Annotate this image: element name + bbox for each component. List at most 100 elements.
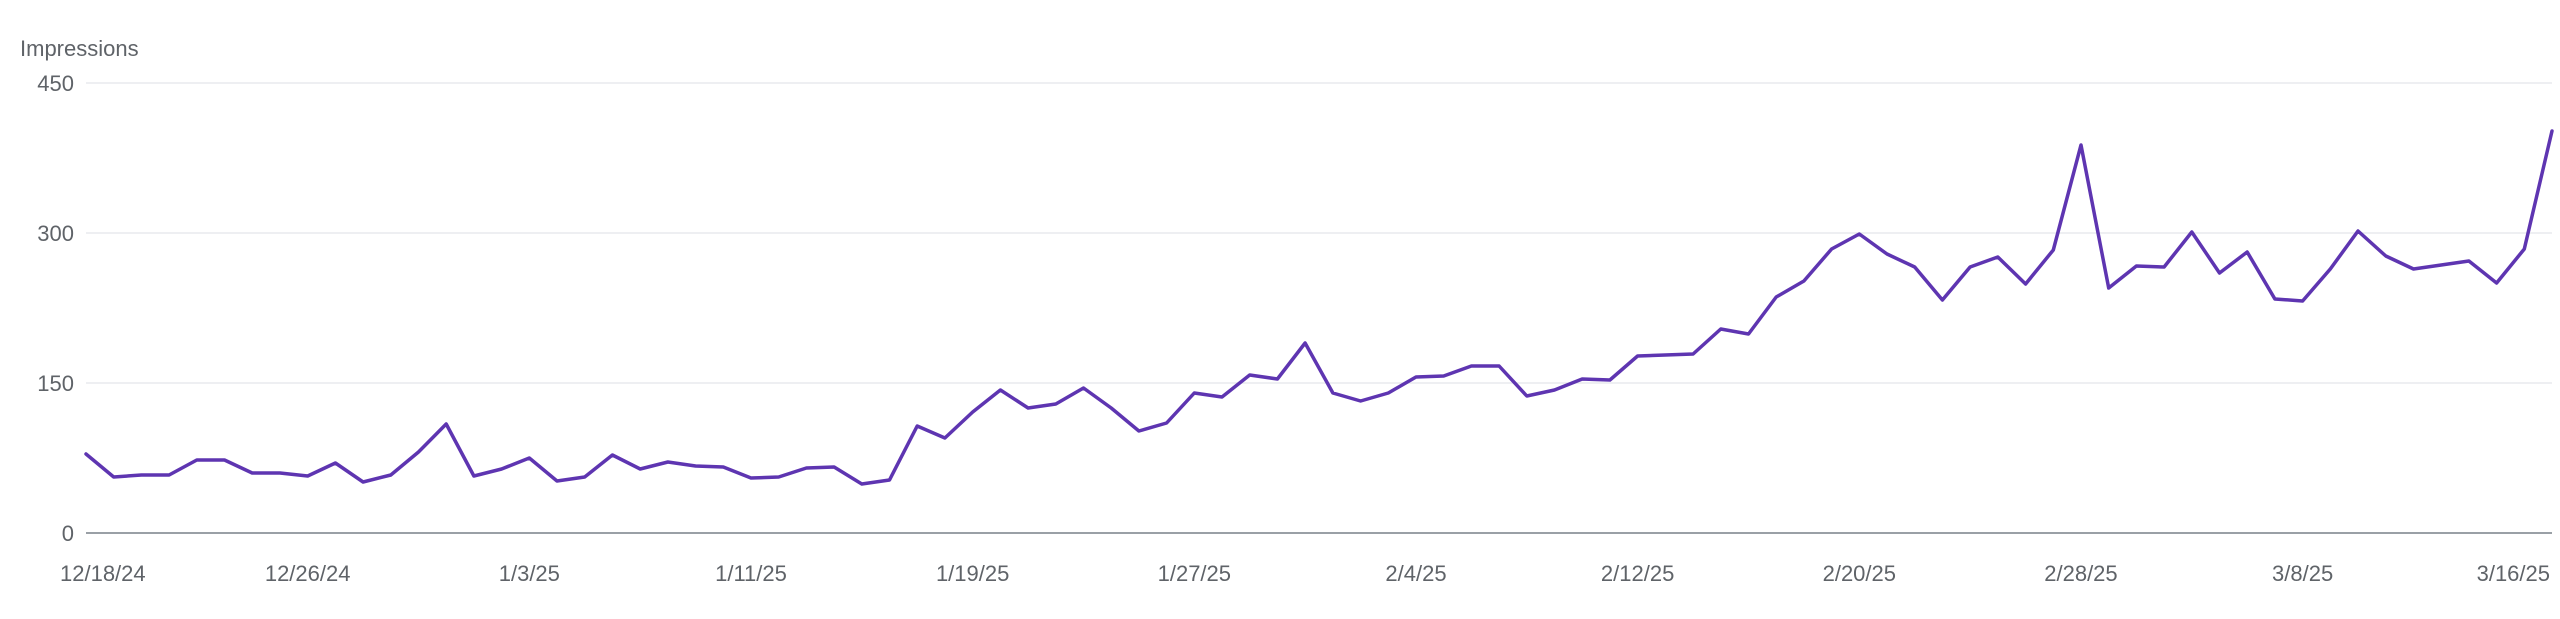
data-point (1220, 395, 1224, 399)
data-point (2495, 281, 2499, 285)
data-point (2550, 129, 2554, 133)
data-point (2107, 286, 2111, 290)
x-tick-label: 2/12/25 (1601, 561, 1674, 586)
data-point (167, 473, 171, 477)
y-tick-label: 150 (37, 371, 74, 396)
x-tick-label: 12/18/24 (60, 561, 146, 586)
data-point (1414, 375, 1418, 379)
data-point (278, 471, 282, 475)
data-point (1802, 279, 1806, 283)
x-tick-label: 3/8/25 (2272, 561, 2333, 586)
data-point (1968, 265, 1972, 269)
x-tick-label: 1/27/25 (1158, 561, 1231, 586)
data-point (555, 479, 559, 483)
data-point (223, 458, 227, 462)
data-point (1553, 388, 1557, 392)
x-tick-label: 1/11/25 (715, 561, 787, 586)
data-point (1525, 394, 1529, 398)
data-point (888, 478, 892, 482)
data-point (777, 475, 781, 479)
data-point (610, 453, 614, 457)
data-point (2024, 282, 2028, 286)
data-point (2384, 254, 2388, 258)
data-point (416, 450, 420, 454)
data-point (2273, 297, 2277, 301)
data-point (84, 452, 88, 456)
data-point (139, 473, 143, 477)
data-point (444, 422, 448, 426)
x-tick-label: 12/26/24 (265, 561, 351, 586)
y-axis-title: Impressions (20, 36, 139, 61)
data-point (2218, 271, 2222, 275)
data-point (1442, 374, 1446, 378)
data-point (2301, 299, 2305, 303)
data-point (2356, 229, 2360, 233)
data-point (195, 458, 199, 462)
data-point (1386, 391, 1390, 395)
y-tick-label: 0 (62, 521, 74, 546)
data-point (1885, 252, 1889, 256)
data-point (1331, 391, 1335, 395)
data-point (1081, 386, 1085, 390)
x-tick-label: 2/20/25 (1823, 561, 1896, 586)
data-point (2411, 267, 2415, 271)
data-point (1109, 406, 1113, 410)
data-point (250, 471, 254, 475)
data-point (1497, 364, 1501, 368)
data-point (112, 475, 116, 479)
x-tick-label: 1/3/25 (499, 561, 560, 586)
data-point (666, 460, 670, 464)
data-point (1636, 354, 1640, 358)
data-point (2051, 248, 2055, 252)
data-point (1913, 265, 1917, 269)
x-tick-label: 1/19/25 (936, 561, 1009, 586)
x-tick-label: 2/28/25 (2044, 561, 2117, 586)
data-point (2467, 259, 2471, 263)
data-point (2328, 267, 2332, 271)
data-point (749, 476, 753, 480)
data-point (694, 464, 698, 468)
data-point (915, 424, 919, 428)
data-point (472, 474, 476, 478)
data-point (1691, 352, 1695, 356)
data-point (1746, 332, 1750, 336)
data-point (2439, 263, 2443, 267)
data-point (2522, 247, 2526, 251)
data-point (527, 456, 531, 460)
data-point (998, 388, 1002, 392)
data-point (1054, 402, 1058, 406)
data-point (2079, 143, 2083, 147)
impressions-series-line (84, 129, 2554, 486)
data-point (1830, 247, 1834, 251)
data-point (1359, 399, 1363, 403)
data-point (2245, 250, 2249, 254)
data-point (1275, 377, 1279, 381)
data-point (860, 482, 864, 486)
data-point (1580, 377, 1584, 381)
data-point (943, 436, 947, 440)
data-point (361, 480, 365, 484)
data-point (1469, 364, 1473, 368)
data-point (500, 467, 504, 471)
data-point (1774, 295, 1778, 299)
data-point (638, 467, 642, 471)
data-point (1137, 429, 1141, 433)
data-point (1719, 327, 1723, 331)
data-point (2190, 230, 2194, 234)
data-point (583, 475, 587, 479)
data-point (333, 461, 337, 465)
data-point (721, 465, 725, 469)
data-point (1996, 255, 2000, 259)
data-point (1663, 353, 1667, 357)
data-point (2134, 264, 2138, 268)
data-point (1165, 421, 1169, 425)
data-point (832, 465, 836, 469)
data-point (1303, 341, 1307, 345)
y-tick-label: 300 (37, 221, 74, 246)
x-tick-label: 2/4/25 (1385, 561, 1446, 586)
x-tick-label: 3/16/25 (2477, 561, 2550, 586)
data-point (1248, 373, 1252, 377)
data-point (306, 474, 310, 478)
